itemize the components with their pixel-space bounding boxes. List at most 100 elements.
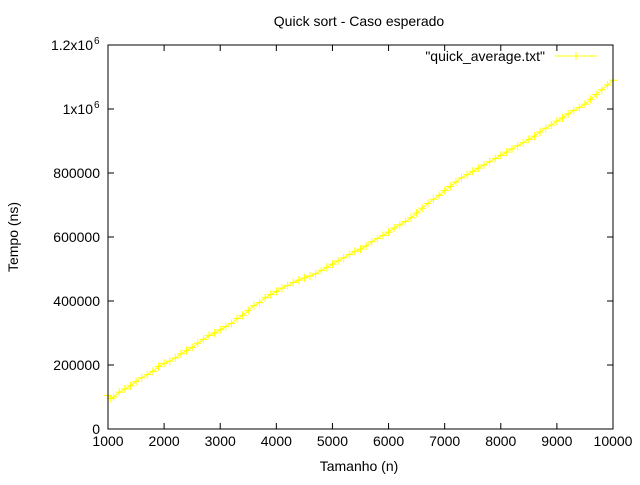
data-point xyxy=(468,167,477,176)
y-tick-exponent: 6 xyxy=(94,36,100,47)
data-point xyxy=(322,263,331,272)
data-point xyxy=(126,381,135,390)
data-point xyxy=(205,331,213,340)
data-point xyxy=(132,377,141,386)
y-tick-label: 400000 xyxy=(53,293,100,309)
data-point xyxy=(496,151,505,160)
data-point xyxy=(586,95,595,104)
x-tick-label: 8000 xyxy=(485,433,516,449)
data-point xyxy=(261,293,270,302)
ticks-layer: 1000 2000 3000 4000 5000 6000 7000 8000 9000 1000… xyxy=(51,36,633,449)
data-point xyxy=(176,349,185,358)
data-point xyxy=(350,247,359,256)
data-point xyxy=(429,195,438,204)
data-point xyxy=(345,250,354,259)
data-point xyxy=(373,234,382,243)
data-point xyxy=(592,90,601,99)
plot-frame xyxy=(107,44,614,430)
data-point xyxy=(530,132,539,141)
legend-label: "quick_average.txt" xyxy=(425,48,545,64)
data-point xyxy=(390,224,399,233)
x-tick-label: 5000 xyxy=(317,433,348,449)
data-point xyxy=(160,359,169,368)
data-point xyxy=(328,260,337,269)
data-point xyxy=(524,135,533,144)
x-tick-label: 2000 xyxy=(149,433,180,449)
data-point xyxy=(277,284,286,293)
legend: "quick_average.txt" xyxy=(425,48,597,64)
data-point xyxy=(266,290,275,299)
data-point xyxy=(182,346,191,355)
data-point xyxy=(558,113,567,122)
x-tick-label: 3000 xyxy=(205,433,236,449)
data-point xyxy=(384,228,393,237)
data-point xyxy=(395,220,404,229)
data-point xyxy=(575,103,584,112)
data-point xyxy=(451,177,460,186)
y-tick-label: 1x10 xyxy=(63,101,94,117)
data-point xyxy=(306,272,314,281)
data-point xyxy=(485,157,494,166)
data-point xyxy=(115,388,124,397)
data-point xyxy=(513,141,522,150)
data-point xyxy=(423,199,432,208)
data-point xyxy=(165,357,174,366)
data-point xyxy=(474,164,483,173)
data-point xyxy=(378,231,387,240)
data-point xyxy=(193,339,202,348)
data-point xyxy=(412,209,421,217)
data-point xyxy=(418,204,427,213)
data-point xyxy=(502,148,511,157)
data-point xyxy=(210,329,219,337)
y-tick-exponent: 6 xyxy=(94,100,100,111)
x-tick-label: 6000 xyxy=(373,433,404,449)
x-axis-label: Tamanho (n) xyxy=(320,458,399,474)
data-point xyxy=(367,237,376,246)
y-axis-label: Tempo (ns) xyxy=(5,202,21,272)
data-point xyxy=(249,301,258,310)
chart-title: Quick sort - Caso esperado xyxy=(274,13,445,29)
data-point xyxy=(334,257,343,265)
y-tick-label: 600000 xyxy=(53,229,100,245)
data-point xyxy=(221,322,230,331)
data-point xyxy=(356,245,365,254)
x-tick-label: 7000 xyxy=(429,433,460,449)
data-point xyxy=(199,335,208,344)
data-point xyxy=(244,306,253,315)
series-layer xyxy=(104,76,617,403)
data-point xyxy=(154,362,163,371)
data-point xyxy=(407,213,415,222)
data-point xyxy=(311,269,320,278)
data-point xyxy=(401,217,410,226)
data-point xyxy=(435,191,444,200)
data-point xyxy=(457,173,466,182)
data-point xyxy=(294,276,303,285)
data-point xyxy=(143,370,152,379)
series-line xyxy=(107,79,614,400)
data-point xyxy=(148,367,157,376)
data-point xyxy=(446,182,455,191)
data-point xyxy=(564,109,573,118)
data-point xyxy=(238,311,247,320)
data-point xyxy=(552,117,561,126)
data-point xyxy=(536,128,545,137)
data-point xyxy=(569,106,578,115)
data-point xyxy=(362,241,371,250)
data-point xyxy=(272,287,281,296)
x-tick-label: 10000 xyxy=(594,433,633,449)
data-point xyxy=(188,343,197,352)
data-point xyxy=(120,385,129,393)
data-point xyxy=(339,253,348,262)
data-point xyxy=(463,170,472,179)
data-point xyxy=(508,145,516,153)
y-tick-label: 800000 xyxy=(53,165,100,181)
data-point xyxy=(227,319,236,328)
data-point xyxy=(109,393,118,401)
y-tick-label: 0 xyxy=(92,421,100,437)
data-point xyxy=(255,298,264,307)
data-point xyxy=(541,124,550,133)
x-tick-label: 1000 xyxy=(92,433,123,449)
data-point xyxy=(440,186,449,195)
data-point xyxy=(491,154,500,163)
